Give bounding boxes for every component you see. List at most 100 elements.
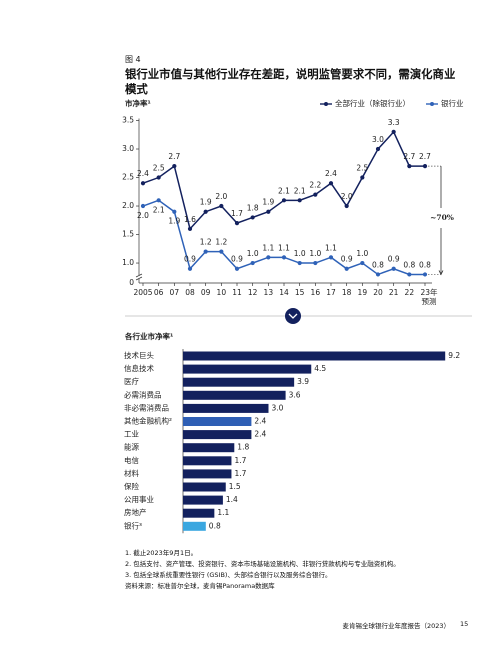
x-tick-label: 18 (342, 288, 352, 297)
point (407, 164, 412, 169)
point (281, 255, 287, 260)
bar (183, 508, 215, 518)
value-label: 1.1 (262, 243, 274, 252)
x-tick-label: 21 (389, 288, 399, 297)
legend-label: 银行业 (441, 98, 464, 108)
point (187, 226, 193, 231)
x-tick-label: 12 (248, 288, 258, 297)
category-label: 非必需消费品 (124, 402, 169, 412)
category-label: 其他金融机构² (124, 416, 172, 426)
chevron (288, 313, 298, 319)
value-label: 2.5 (153, 164, 165, 173)
bar (183, 377, 295, 387)
value-label: 2.1 (278, 186, 290, 195)
x-tick-label: 22 (405, 288, 415, 297)
value-label: 3.6 (289, 390, 301, 399)
value-label: 3.0 (372, 135, 384, 144)
point (234, 266, 240, 271)
x-tick-label: 07 (170, 288, 180, 297)
category-label: 材料 (124, 468, 139, 478)
category-label: 医疗 (124, 376, 139, 386)
point (391, 129, 396, 135)
point (360, 260, 365, 266)
x-tick-label: 08 (185, 288, 195, 297)
value-label: 3.3 (388, 118, 400, 127)
y-tick-label: 2.5 (122, 173, 134, 182)
point (328, 181, 334, 186)
point (266, 255, 271, 260)
value-label: 2.7 (419, 152, 431, 161)
x-tick-label: 19 (358, 288, 368, 297)
point (328, 255, 334, 260)
point (250, 260, 255, 266)
point (172, 164, 177, 169)
point (250, 215, 255, 220)
value-label: 2.7 (168, 152, 180, 161)
point (234, 221, 240, 226)
category-label: 能源 (124, 442, 139, 452)
notes: 1. 截止2023年9月1日。 2. 包括支付、资产管理、投资银行、资本市场基础… (125, 548, 400, 592)
x-tick-label: 23年 (420, 287, 438, 297)
value-label: 1.2 (215, 238, 227, 247)
x-tick-label: 13 (264, 288, 274, 297)
bar (183, 403, 269, 413)
x-tick-label: 15 (295, 288, 305, 297)
value-label: 2.1 (294, 186, 306, 195)
value-label: 2.0 (215, 192, 227, 201)
category-label: 房地产 (124, 507, 147, 517)
category-label: 信息技术 (124, 363, 154, 373)
value-label: 4.5 (314, 364, 326, 373)
value-label: 1.7 (234, 469, 246, 478)
chart-title: 各行业市净率¹ (124, 331, 173, 341)
figure-title: 银行业市值与其他行业存在差距，说明监管要求不同，需演化商业模式 (125, 67, 456, 96)
value-label: 0.8 (372, 260, 384, 269)
footer-report: 麦肯锡全球银行业年度报告（2023） (342, 622, 450, 630)
point (187, 266, 193, 271)
bar (183, 521, 206, 531)
value-label: 1.0 (247, 249, 259, 258)
value-label: 1.5 (229, 482, 241, 491)
bar (183, 364, 312, 374)
bar (183, 390, 286, 400)
point (391, 266, 396, 271)
x-tick-label: 10 (217, 288, 227, 297)
value-label: 1.8 (237, 443, 249, 452)
value-label: 1.1 (278, 243, 290, 252)
bar (183, 430, 252, 440)
legend-marker (430, 102, 434, 106)
point (156, 175, 161, 180)
annotation-bg (414, 208, 470, 228)
x-tick-label: 16 (311, 288, 321, 297)
point (140, 203, 146, 209)
value-label: 3.9 (297, 377, 309, 386)
category-label: 技术巨头 (124, 350, 154, 360)
bar (183, 469, 232, 479)
y-tick-label: 2.0 (122, 201, 134, 210)
footnote: 1. 截止2023年9月1日。 (125, 549, 198, 557)
arrow (438, 270, 444, 276)
point (203, 209, 208, 214)
x-tick-label: 14 (279, 288, 289, 297)
value-label: 1.0 (356, 249, 368, 258)
point (297, 260, 302, 266)
value-label: 1.4 (226, 495, 238, 504)
point (219, 203, 224, 209)
y-tick-label: 3.0 (122, 144, 134, 153)
x-tick-label: 06 (154, 288, 164, 297)
value-label: 0.9 (231, 255, 243, 264)
y-tick-label: 1.5 (122, 230, 134, 239)
value-label: 1.7 (231, 209, 243, 218)
category-label: 必需消费品 (124, 389, 162, 399)
value-label: 3.0 (272, 403, 284, 412)
value-label: 2.4 (137, 169, 149, 178)
forecast-label: 预测 (422, 296, 437, 306)
legend-marker (324, 102, 328, 106)
point (156, 198, 161, 203)
point (281, 198, 287, 203)
value-label: 2.0 (341, 192, 353, 201)
legend-label: 全部行业（除银行业） (335, 98, 410, 108)
x-tick-label: 17 (326, 288, 336, 297)
point (266, 209, 271, 214)
